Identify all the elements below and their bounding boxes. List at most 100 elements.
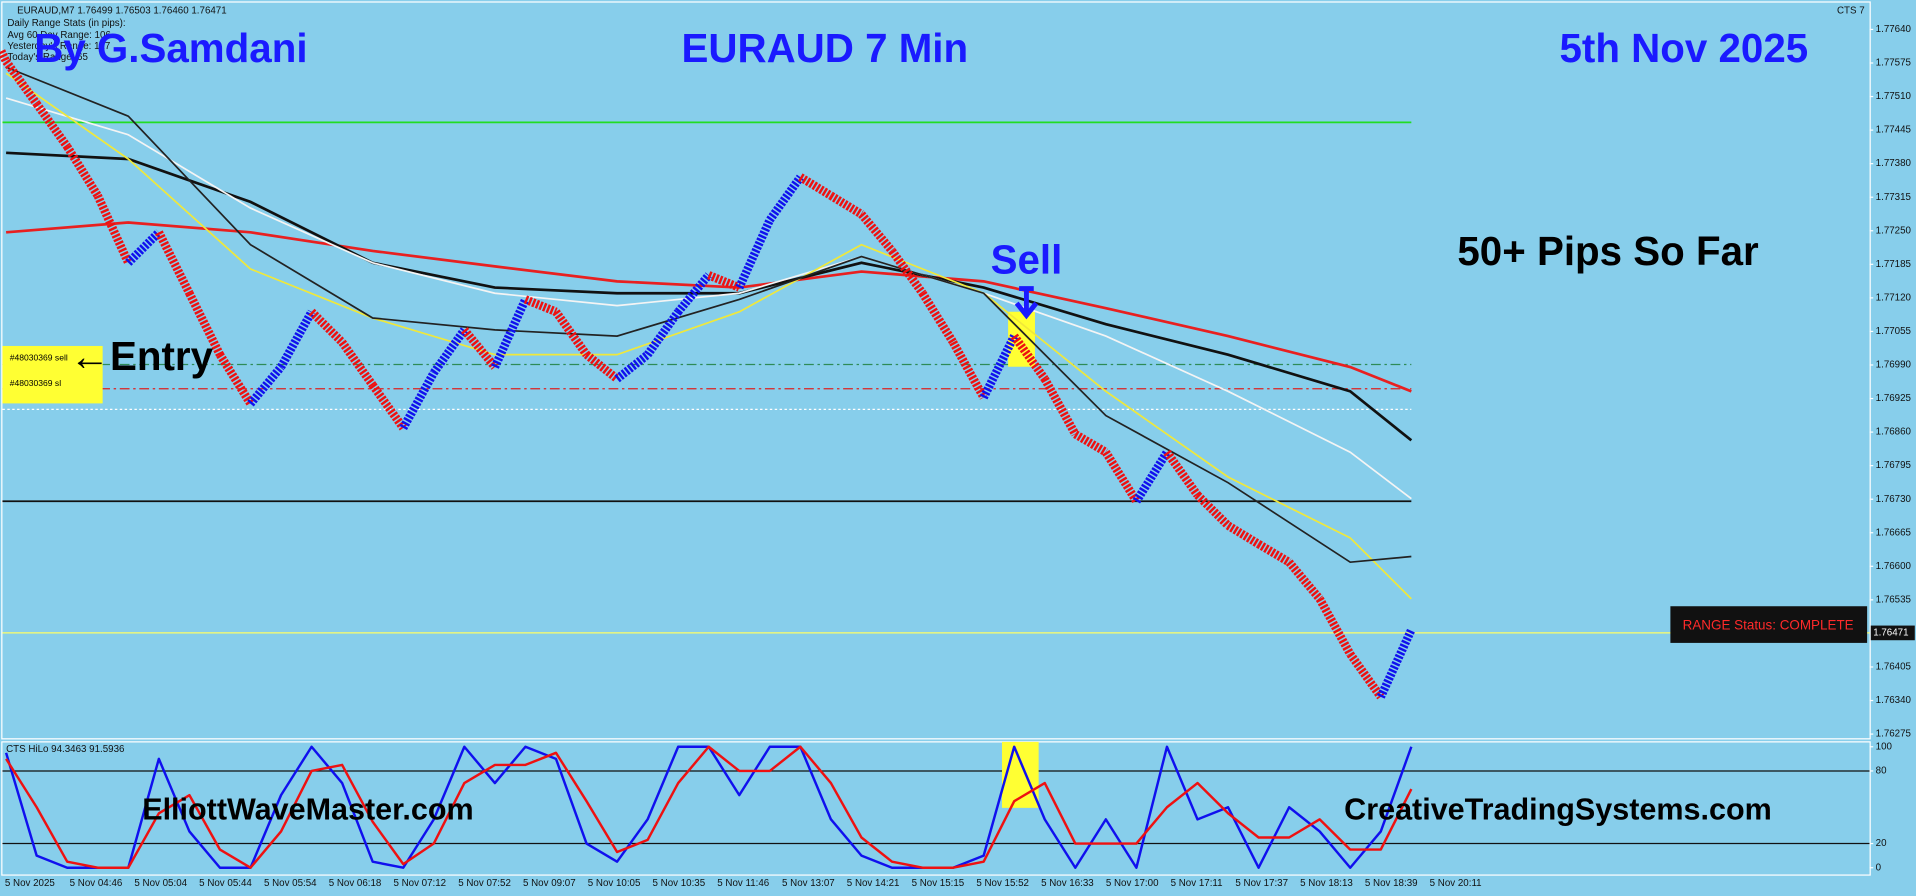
renko-step bbox=[125, 229, 162, 266]
entry-label: ←Entry bbox=[70, 333, 214, 379]
y-tick-label: 1.76535 bbox=[1876, 594, 1912, 605]
x-tick-label: 5 Nov 15:52 bbox=[976, 878, 1029, 889]
date: 5th Nov 2025 bbox=[1559, 25, 1808, 71]
author: By G.Samdani bbox=[34, 25, 307, 71]
renko-step bbox=[1225, 521, 1261, 548]
y-tick-label: 1.76665 bbox=[1876, 527, 1912, 538]
data-layer bbox=[0, 49, 1416, 869]
moving-average bbox=[5, 66, 1412, 564]
y-tick-label: 1.77380 bbox=[1876, 158, 1912, 169]
renko-step bbox=[888, 248, 927, 296]
lines-layer bbox=[2, 121, 1870, 845]
y-tick-label: 0 bbox=[1876, 862, 1882, 873]
y-tick-label: 1.77315 bbox=[1876, 192, 1912, 203]
x-tick-label: 5 Nov 05:44 bbox=[199, 878, 252, 889]
renko-step bbox=[583, 351, 620, 383]
y-tick-label: 1.77055 bbox=[1876, 326, 1912, 337]
renko-step bbox=[979, 334, 1019, 400]
renko-step bbox=[1315, 596, 1354, 657]
renko-step bbox=[1073, 430, 1109, 456]
renko-step bbox=[338, 339, 377, 388]
x-tick-label: 5 Nov 18:13 bbox=[1300, 878, 1353, 889]
renko-step bbox=[1194, 492, 1232, 529]
symbol-line: EURAUD,M7 1.76499 1.76503 1.76460 1.7647… bbox=[17, 6, 227, 17]
sell-label: Sell bbox=[991, 237, 1063, 283]
renko-step bbox=[277, 309, 316, 370]
renko-step bbox=[1376, 628, 1416, 699]
renko-step bbox=[949, 340, 988, 400]
y-tick-label: 1.76795 bbox=[1876, 460, 1912, 471]
y-tick-label: 1.76860 bbox=[1876, 427, 1912, 438]
renko-step bbox=[490, 297, 530, 369]
y-tick-label: 1.76730 bbox=[1876, 494, 1912, 505]
renko-step bbox=[1346, 651, 1385, 700]
range-status: RANGE Status: COMPLETE bbox=[1683, 617, 1854, 632]
y-tick-label: 1.77120 bbox=[1876, 292, 1912, 303]
y-tick-label: 1.77510 bbox=[1876, 91, 1912, 102]
y-tick-label: 1.77250 bbox=[1876, 225, 1912, 236]
renko-step bbox=[1102, 449, 1141, 504]
x-tick-label: 5 Nov 11:46 bbox=[717, 878, 769, 889]
renko-step bbox=[1041, 376, 1080, 437]
y-tick-label: 1.76340 bbox=[1876, 695, 1912, 706]
renko-step bbox=[1285, 559, 1323, 602]
renko-step bbox=[461, 327, 499, 370]
renko-step bbox=[614, 351, 651, 383]
y-tick-label: 1.76405 bbox=[1876, 662, 1912, 673]
oscillator-line bbox=[5, 745, 1413, 869]
x-tick-label: 5 Nov 07:12 bbox=[393, 878, 446, 889]
entry-box bbox=[2, 345, 103, 404]
renko-step bbox=[1163, 449, 1201, 498]
renko-step bbox=[858, 211, 896, 254]
order-sl: #48030369 sl bbox=[10, 378, 61, 388]
x-tick-label: 5 Nov 05:54 bbox=[264, 878, 317, 889]
y-tick-label: 1.76600 bbox=[1876, 561, 1912, 572]
renko-step bbox=[2, 58, 41, 107]
oscillator-title: CTS HiLo 94.3463 91.5936 bbox=[6, 744, 124, 755]
x-tick-label: 5 Nov 05:04 bbox=[134, 878, 187, 889]
x-tick-label: 5 Nov 17:00 bbox=[1106, 878, 1159, 889]
x-tick-label: 5 Nov 20:11 bbox=[1430, 878, 1482, 889]
order-sell: #48030369 sell bbox=[10, 352, 68, 362]
y-tick-label: 1.76275 bbox=[1876, 729, 1912, 740]
y-tick-label: 100 bbox=[1876, 741, 1893, 752]
renko-step bbox=[707, 271, 741, 292]
renko-step bbox=[918, 290, 957, 345]
renko-step bbox=[766, 174, 804, 223]
renko-step bbox=[674, 272, 713, 315]
range-status-box bbox=[1670, 606, 1868, 643]
current-price-box bbox=[1870, 625, 1915, 641]
renko-step bbox=[247, 364, 285, 407]
moving-average bbox=[5, 72, 1412, 600]
y-tick-label: 1.76925 bbox=[1876, 393, 1912, 404]
x-tick-label: 5 Nov 16:33 bbox=[1041, 878, 1094, 889]
x-tick-label: 5 Nov 18:39 bbox=[1365, 878, 1418, 889]
renko-step bbox=[63, 144, 102, 198]
x-tick-label: 5 Nov 06:18 bbox=[329, 878, 382, 889]
x-tick-label: 5 Nov 15:15 bbox=[912, 878, 965, 889]
x-tick-label: 5 Nov 09:07 bbox=[523, 878, 576, 889]
renko-step bbox=[33, 101, 71, 150]
x-tick-label: 5 Nov 07:52 bbox=[458, 878, 511, 889]
y-tick-label: 1.77575 bbox=[1876, 58, 1912, 69]
stats-line: Today's Range: 65 bbox=[7, 52, 88, 63]
y-tick-label: 1.76990 bbox=[1876, 360, 1912, 371]
renko-step bbox=[369, 382, 407, 431]
x-tick-label: 5 Nov 14:21 bbox=[847, 878, 900, 889]
y-tick-label: 1.77445 bbox=[1876, 125, 1912, 136]
title: EURAUD 7 Min bbox=[681, 25, 968, 71]
y-tick-label: 20 bbox=[1876, 838, 1887, 849]
renko-step bbox=[798, 173, 834, 200]
sell-arrow bbox=[1014, 286, 1039, 320]
renko-step bbox=[1256, 540, 1292, 566]
renko-step bbox=[185, 291, 224, 357]
current-price: 1.76471 bbox=[1873, 627, 1908, 638]
renko-step bbox=[1132, 449, 1171, 504]
renko-step bbox=[1010, 333, 1049, 382]
site-right: CreativeTradingSystems.com bbox=[1344, 793, 1772, 827]
renko-step bbox=[828, 192, 864, 218]
renko-step bbox=[552, 309, 591, 358]
